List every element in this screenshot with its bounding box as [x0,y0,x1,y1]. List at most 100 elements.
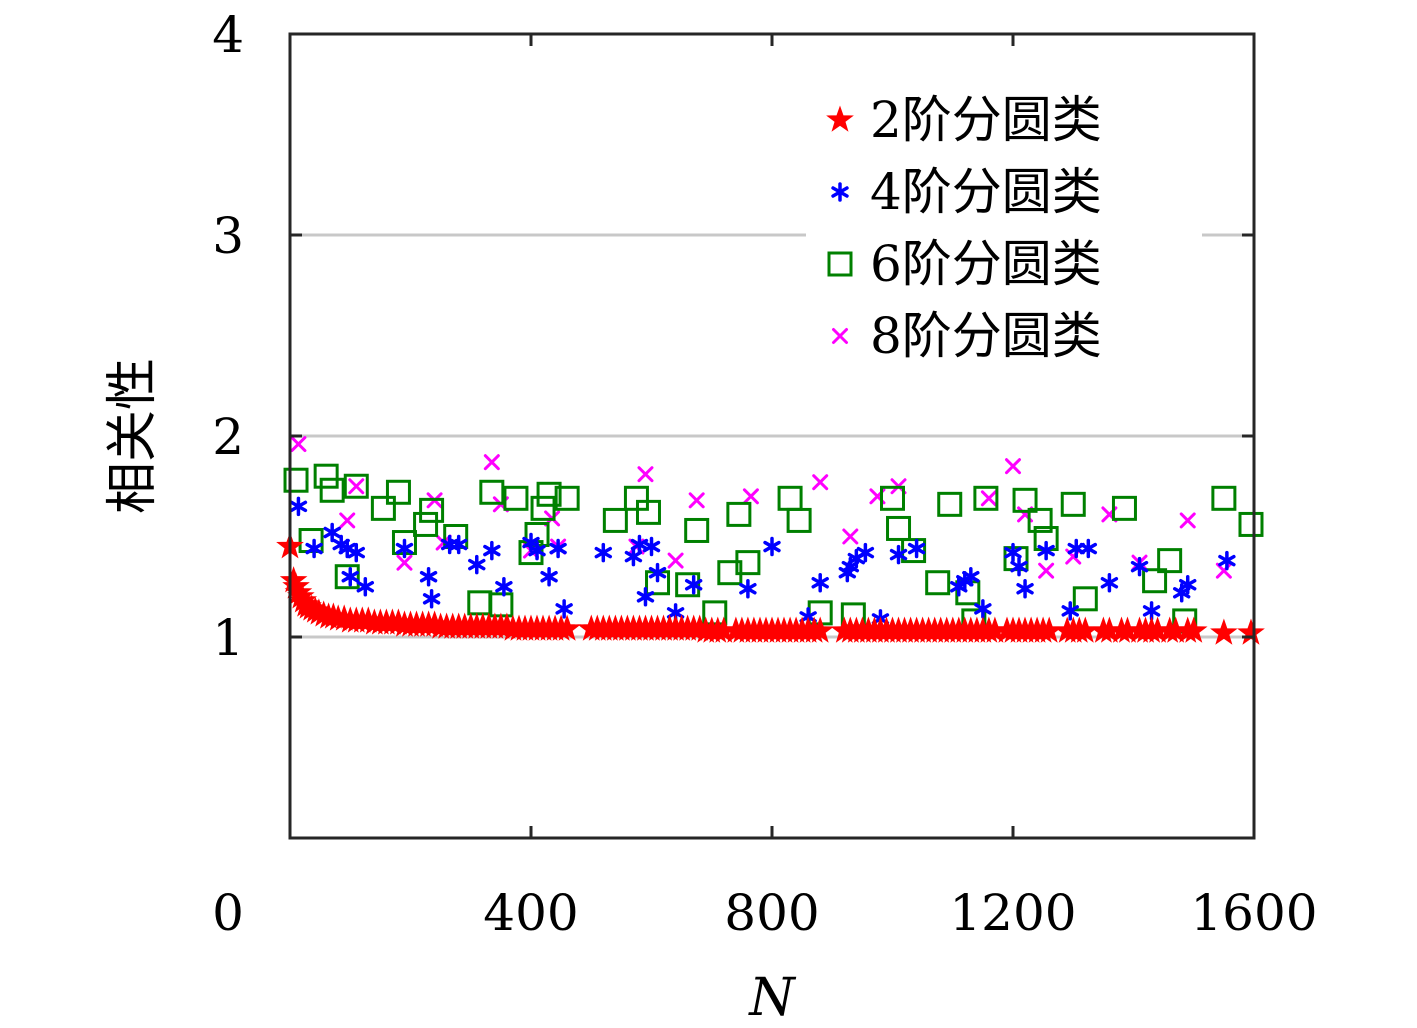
legend-label: 2阶分圆类 [870,91,1102,149]
data-point-asterisk [648,562,667,583]
data-point-square [413,511,439,537]
data-point-square [1142,568,1168,594]
data-point-asterisk [356,577,375,597]
legend-label: 6阶分圆类 [870,235,1102,293]
data-point-asterisk [1100,572,1119,593]
data-point-square [1027,507,1053,533]
x-tick-labels: 0 400 800 1200 1600 [212,884,1318,942]
axis-ticks [288,32,1256,838]
data-point-square [1060,491,1086,517]
data-point-square [602,507,628,533]
legend-label: 8阶分圆类 [870,307,1102,365]
data-point-square [536,481,562,507]
data-point-square [503,485,529,511]
data-point-asterisk [856,542,875,563]
data-point-square [973,485,999,511]
data-point-cross [688,492,705,509]
data-point-asterisk [1061,601,1079,621]
data-point-cross [483,454,500,471]
data-point-square [334,564,360,590]
data-point-asterisk [468,554,486,575]
data-point-asterisk [594,542,613,563]
data-point-cross [637,466,654,483]
data-point-asterisk [323,522,341,543]
data-point-asterisk [422,589,441,609]
data-point-asterisk [1142,601,1161,621]
data-point-asterisk [811,572,829,593]
x-tick-label: 800 [724,884,819,942]
data-point-square [1238,511,1264,537]
data-point-asterisk [974,599,992,619]
data-point-square [313,463,339,489]
series-star [276,531,1265,645]
data-point-asterisk [684,574,703,595]
x-axis-label: N [747,968,796,1028]
data-point-square [283,467,309,493]
data-point-asterisk [763,536,781,557]
data-point-cross [348,478,365,495]
y-tick-label: 3 [212,207,244,265]
data-point-square [479,479,505,505]
data-point-square [675,572,701,598]
data-point-asterisk [528,540,546,561]
data-point-asterisk [636,587,655,607]
data-point-square [1111,495,1137,521]
series-asterisk [289,496,1236,629]
data-point-asterisk [341,566,359,587]
x-tick-label: 0 [212,884,244,942]
legend-label: 4阶分圆类 [870,163,1102,221]
data-point-cross [396,554,413,571]
y-tick-label: 2 [212,408,244,466]
y-tick-label: 1 [212,609,244,667]
y-tick-label: 4 [212,6,244,64]
data-point-square [886,515,912,541]
data-point-square [880,485,905,511]
data-point-asterisk [962,566,980,587]
data-point-asterisk [642,536,661,557]
data-point-asterisk [1218,550,1236,571]
data-point-square [726,501,752,527]
data-point-cross [1179,512,1196,529]
data-point-square [635,499,661,525]
data-point-cross [842,528,859,545]
x-tick-label: 400 [483,884,578,942]
data-series [276,436,1265,645]
data-point-square [684,517,710,543]
data-point-asterisk [495,577,513,597]
data-point-asterisk [889,544,908,565]
data-point-asterisk [1079,538,1098,559]
data-point-square [467,590,493,616]
data-point-asterisk [555,599,573,619]
data-point-asterisk [305,538,323,559]
data-point-square [488,592,514,618]
legend-marker-square [827,251,853,277]
x-tick-label: 1600 [1190,884,1317,942]
data-point-square [786,507,812,533]
data-point-square [419,497,445,523]
data-point-square [530,495,556,521]
data-point-square [385,479,411,505]
data-point-asterisk [1179,574,1197,595]
data-point-asterisk [1004,542,1022,563]
data-point-square [370,495,396,521]
data-point-cross [667,552,684,569]
data-point-square [777,485,803,511]
data-point-cross [1005,458,1021,475]
data-point-star [553,614,581,641]
data-point-square [1157,548,1183,574]
data-point-asterisk [347,542,365,563]
data-point-cross [339,512,356,529]
data-point-asterisk [1016,579,1034,599]
data-point-asterisk [540,566,558,587]
data-point-asterisk [1010,556,1028,577]
x-tick-label: 1200 [949,884,1076,942]
data-point-asterisk [549,538,567,559]
data-point-asterisk [1130,556,1149,577]
legend-background [806,78,1202,368]
y-tick-labels: 1 2 3 4 [212,6,244,667]
data-point-asterisk [395,538,414,559]
data-point-asterisk [1037,540,1055,561]
legend-marker-star [826,105,854,132]
data-point-star [806,616,835,643]
